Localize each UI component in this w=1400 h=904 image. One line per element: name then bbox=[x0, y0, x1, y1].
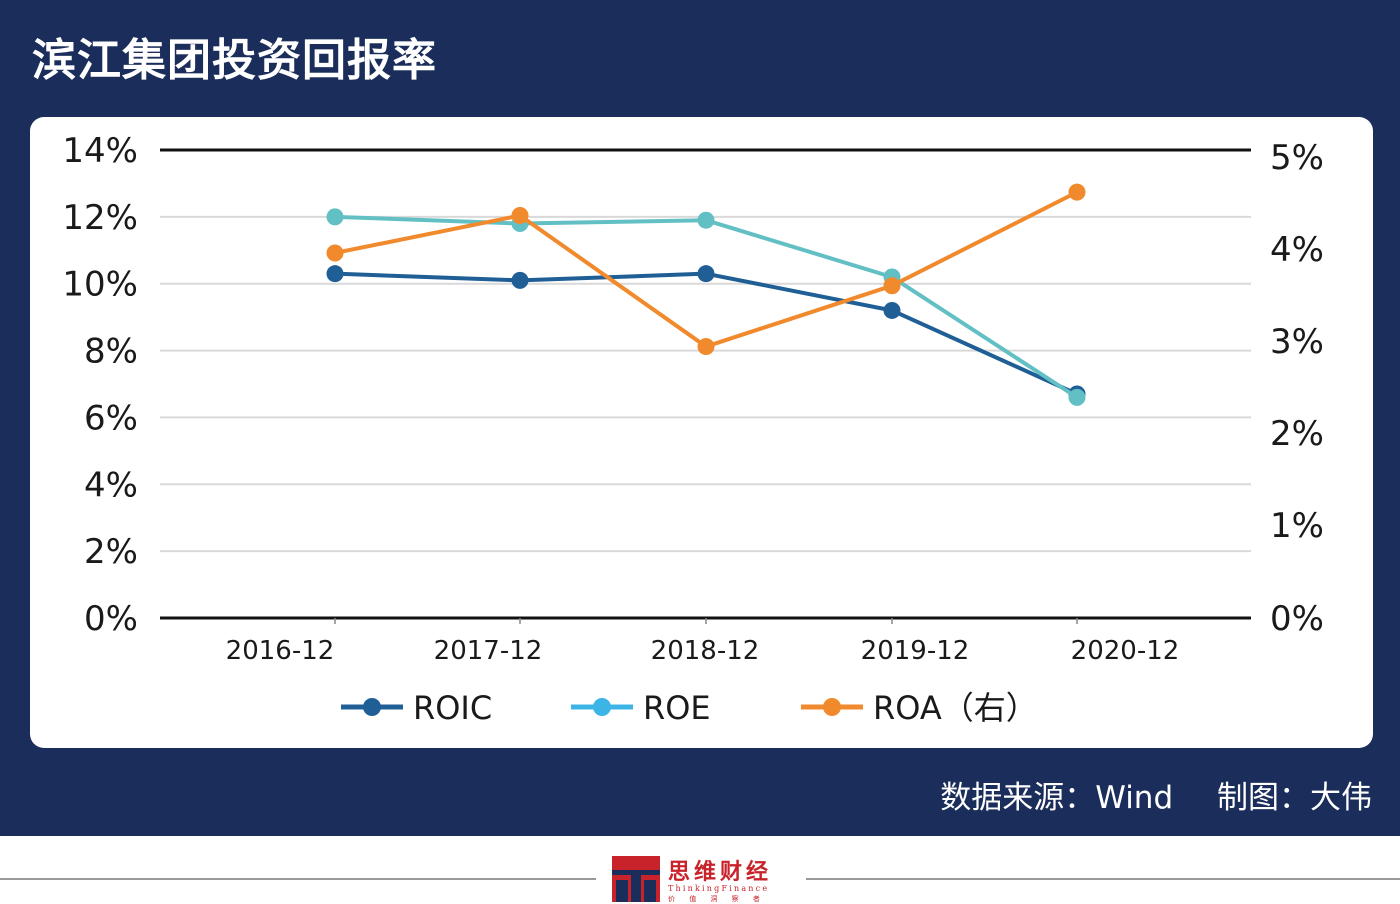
data-point bbox=[327, 265, 344, 282]
y-left-tick-label: 12% bbox=[62, 198, 138, 238]
logo-t-icon bbox=[612, 856, 660, 902]
x-tick-label: 2017-12 bbox=[434, 636, 543, 666]
y-right-tick-label: 0% bbox=[1270, 599, 1324, 639]
brand-logo: 思维财经 ThinkingFinance 价 值 洞 察 者 bbox=[612, 854, 792, 904]
legend-swatch-marker bbox=[593, 698, 611, 716]
y-left-tick-label: 0% bbox=[84, 599, 138, 639]
x-tick-label: 2020-12 bbox=[1071, 636, 1180, 666]
author-label: 制图：大伟 bbox=[1217, 780, 1372, 816]
logo-tagline: 价 值 洞 察 者 bbox=[668, 894, 766, 904]
footer-divider-left bbox=[0, 878, 596, 880]
footer-divider-right bbox=[806, 878, 1400, 880]
y-left-tick-label: 6% bbox=[84, 398, 138, 438]
y-left-tick-label: 8% bbox=[84, 332, 138, 372]
y-left-tick-label: 4% bbox=[84, 465, 138, 505]
data-point bbox=[698, 212, 715, 229]
legend-label: ROE bbox=[643, 689, 711, 727]
data-point bbox=[1069, 184, 1086, 201]
x-tick-label: 2019-12 bbox=[861, 636, 970, 666]
y-right-tick-label: 3% bbox=[1270, 322, 1324, 362]
source-label: 数据来源：Wind bbox=[940, 780, 1173, 816]
source-credit: 数据来源：Wind 制图：大伟 bbox=[940, 772, 1372, 817]
legend-swatch-marker bbox=[363, 698, 381, 716]
data-point bbox=[512, 272, 529, 289]
logo-name: 思维财经 bbox=[668, 854, 772, 886]
chart-title: 滨江集团投资回报率 bbox=[32, 24, 437, 88]
data-point bbox=[327, 208, 344, 225]
series-line-roic bbox=[335, 274, 1077, 394]
y-left-tick-label: 14% bbox=[62, 131, 138, 171]
y-left-tick-label: 2% bbox=[84, 532, 138, 572]
data-point bbox=[512, 207, 529, 224]
legend-label: ROIC bbox=[413, 689, 492, 727]
x-tick-label: 2018-12 bbox=[651, 636, 760, 666]
data-point bbox=[884, 302, 901, 319]
data-point bbox=[884, 277, 901, 294]
y-left-tick-label: 10% bbox=[62, 265, 138, 305]
y-right-tick-label: 5% bbox=[1270, 138, 1324, 178]
line-chart: 0% 2% 4% 6% 8% 10% 12% 14% 0% 1% 2% 3% 4% 5% 2016-12 20… bbox=[30, 117, 1373, 748]
legend-label: ROA（右） bbox=[873, 689, 1038, 727]
y-right-tick-label: 1% bbox=[1270, 506, 1324, 546]
series-line-roe bbox=[335, 217, 1077, 398]
data-point bbox=[1069, 389, 1086, 406]
x-tick-label: 2016-12 bbox=[226, 636, 335, 666]
logo-english: ThinkingFinance bbox=[668, 884, 769, 893]
y-right-tick-label: 4% bbox=[1270, 230, 1324, 270]
chart-card: 0% 2% 4% 6% 8% 10% 12% 14% 0% 1% 2% 3% 4% 5% 2016-12 20… bbox=[30, 117, 1373, 748]
data-point bbox=[698, 265, 715, 282]
data-point bbox=[327, 244, 344, 261]
legend-swatch-marker bbox=[823, 698, 841, 716]
y-right-tick-label: 2% bbox=[1270, 414, 1324, 454]
data-point bbox=[698, 338, 715, 355]
